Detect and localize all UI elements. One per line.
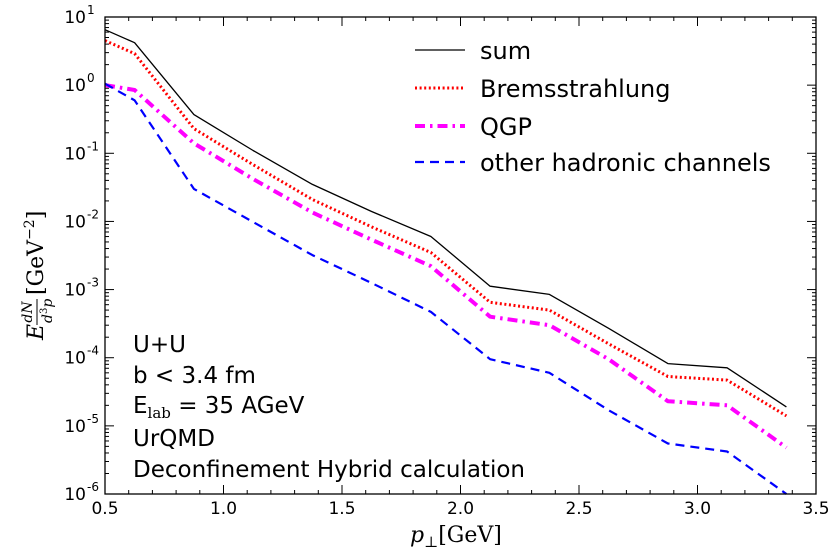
- y-tick-label: 10: [64, 8, 86, 28]
- series-line-bremsstrahlung: [104, 39, 788, 418]
- y-tick-exponent: 0: [87, 71, 95, 85]
- y-tick-label: 10: [64, 349, 86, 369]
- annotation-impact-parameter: b < 3.4 fm: [133, 363, 256, 389]
- y-label-numerator: dN: [20, 301, 36, 323]
- y-label-unit: [GeV−2]: [22, 211, 49, 295]
- y-tick-label: 10: [64, 144, 86, 164]
- x-tick-label: 3.5: [802, 499, 829, 519]
- y-tick-exponent: -2: [87, 207, 99, 221]
- annotation-calculation: Deconfinement Hybrid calculation: [133, 457, 525, 483]
- y-tick-label: 10: [64, 76, 86, 96]
- annotation-system: U+U: [133, 332, 186, 358]
- legend-label-bremsstrahlung: Bremsstrahlung: [480, 75, 670, 103]
- legend-label-sum: sum: [480, 37, 531, 65]
- tick-label-layer: 0.5 1.0 1.5 2.0 2.5 3.0 3.510 110 010 -110 -210 -31…: [64, 3, 829, 519]
- x-tick-label: 1.0: [210, 499, 237, 519]
- y-label-denominator: d3p: [39, 299, 56, 323]
- y-tick-exponent: 1: [87, 3, 95, 17]
- y-tick-exponent: -5: [87, 412, 99, 426]
- x-axis-label: p⊥[GeV]: [410, 523, 502, 551]
- series-line-sum: [104, 29, 787, 408]
- x-tick-label: 3.0: [684, 499, 711, 519]
- y-tick-exponent: -4: [87, 344, 99, 358]
- x-tick-label: 1.5: [328, 499, 355, 519]
- series-line-qgp: [104, 83, 788, 450]
- y-tick-exponent: -6: [87, 480, 99, 494]
- x-tick-label: 0.5: [91, 499, 118, 519]
- y-label-e: E: [24, 324, 49, 341]
- tick-layer: [104, 16, 817, 495]
- y-tick-exponent: -1: [87, 139, 99, 153]
- legend-label-other-hadronic: other hadronic channels: [480, 149, 771, 177]
- y-tick-label: 10: [64, 485, 86, 505]
- x-tick-label: 2.5: [565, 499, 592, 519]
- legend-label-qgp: QGP: [480, 113, 532, 141]
- y-tick-label: 10: [64, 281, 86, 301]
- series-layer: [104, 29, 788, 495]
- y-tick-label: 10: [64, 417, 86, 437]
- annotation-beam-energy: Elab = 35 AGeV: [133, 393, 305, 422]
- annotation-block: U+U b < 3.4 fm Elab = 35 AGeV UrQMD Deco…: [133, 332, 525, 483]
- plot-frame: [104, 16, 817, 495]
- y-tick-exponent: -3: [87, 276, 99, 290]
- y-axis-label: E dN d3p [GeV−2]: [20, 211, 56, 341]
- y-tick-label: 10: [64, 212, 86, 232]
- series-line-other-hadronic-channels: [104, 82, 788, 495]
- annotation-model: UrQMD: [133, 426, 215, 452]
- x-tick-label: 2.0: [447, 499, 474, 519]
- legend: sum Bremsstrahlung QGP other hadronic ch…: [415, 37, 771, 177]
